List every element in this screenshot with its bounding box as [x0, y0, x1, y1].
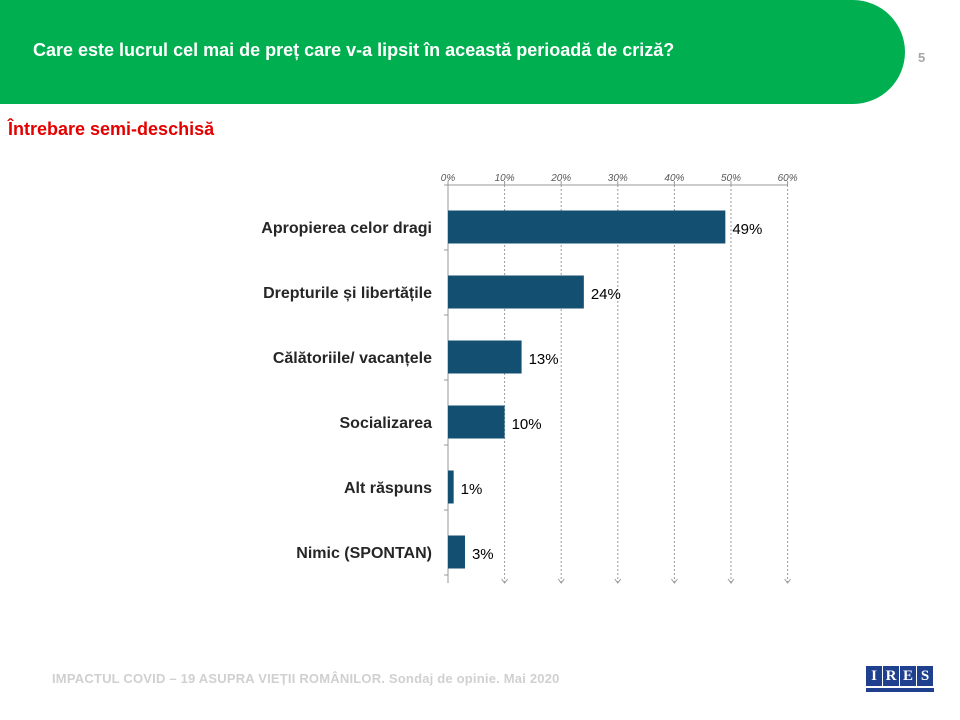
bar-2: [448, 340, 522, 374]
bar-chart: 0% 10% 20% 30% 40% 50% 60% Apropierea celor dra…: [261, 173, 798, 584]
gridline-arrow-50: [727, 578, 735, 584]
x-tick-label-20: 20%: [550, 173, 571, 184]
header-banner: Care este lucrul cel mai de preț care v-…: [0, 0, 905, 104]
category-label-3: Socializarea: [340, 415, 433, 432]
category-label-4: Alt răspuns: [344, 480, 432, 497]
x-tick-label-0: 0%: [441, 173, 456, 184]
gridline-arrow-30: [614, 578, 622, 584]
x-tick-label-50: 50%: [721, 173, 741, 184]
page-number: 5: [918, 50, 926, 65]
category-label-2: Călătoriile/ vacanțele: [273, 350, 432, 367]
logo-letter-i: I: [866, 666, 882, 686]
value-label-4: 1%: [461, 481, 483, 498]
value-label-5: 3%: [472, 546, 494, 563]
gridline-arrow-20: [557, 578, 565, 584]
bar-5: [448, 535, 465, 569]
x-tick-label-10: 10%: [495, 173, 515, 184]
bar-4: [448, 470, 454, 504]
x-tick-label-30: 30%: [608, 173, 628, 184]
logo-letter-s: S: [917, 666, 933, 686]
page-title: Care este lucrul cel mai de preț care v-…: [33, 40, 675, 60]
value-label-2: 13%: [529, 351, 559, 368]
value-label-1: 24%: [591, 286, 621, 303]
logo-letter-e: E: [900, 666, 916, 686]
bar-1: [448, 275, 584, 309]
x-tick-label-60: 60%: [778, 173, 798, 184]
x-tick-label-40: 40%: [664, 173, 684, 184]
gridline-arrow-10: [501, 578, 508, 584]
question-type-label: Întrebare semi-deschisă: [8, 119, 215, 139]
category-label-1: Drepturile și libertățile: [263, 285, 432, 302]
gridline-arrow-40: [671, 578, 678, 584]
value-label-3: 10%: [512, 416, 542, 433]
logo-letter-r: R: [883, 666, 899, 686]
footer-source: IMPACTUL COVID – 19 ASUPRA VIEȚII ROMÂNI…: [52, 671, 560, 686]
bar-0: [448, 210, 726, 244]
ires-logo-underline: [866, 688, 934, 692]
category-label-5: Nimic (SPONTAN): [296, 545, 432, 562]
value-label-0: 49%: [732, 221, 762, 238]
bar-3: [448, 405, 505, 439]
category-label-0: Apropierea celor dragi: [261, 220, 432, 237]
gridline-arrow-60: [784, 578, 791, 584]
